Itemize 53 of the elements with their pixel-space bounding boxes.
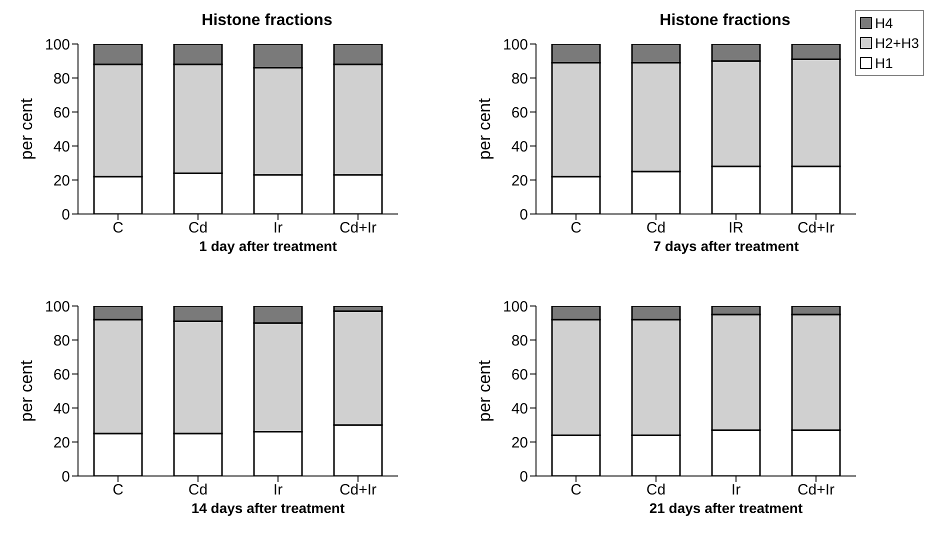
- x-tick-label: Cd+Ir: [339, 482, 377, 499]
- x-tick-label: Cd: [188, 220, 208, 237]
- x-tick-label: Cd+Ir: [797, 482, 835, 499]
- x-axis-title: 1 day after treatment: [198, 238, 338, 254]
- x-tick-label: Cd: [646, 482, 666, 499]
- y-axis-title: per cent: [475, 98, 494, 160]
- x-tick-label: Cd+Ir: [797, 220, 835, 237]
- y-tick-label: 40: [511, 400, 528, 418]
- x-tick-label: Ir: [731, 482, 741, 499]
- y-tick-label: 40: [511, 138, 528, 156]
- y-tick-label: 0: [62, 468, 70, 486]
- y-tick-label: 80: [511, 70, 528, 88]
- x-axis-title: 21 days after treatment: [648, 500, 804, 516]
- x-tick-label: IR: [728, 220, 744, 237]
- x-tick-label: C: [112, 220, 124, 237]
- y-tick-label: 100: [44, 298, 70, 316]
- y-axis-title: per cent: [475, 360, 494, 422]
- x-tick-label: Ir: [273, 220, 283, 237]
- y-tick-label: 20: [53, 434, 70, 452]
- y-axis-title: per cent: [17, 360, 36, 422]
- y-tick-label: 0: [62, 206, 70, 224]
- legend-label: H2+H3: [875, 34, 919, 53]
- x-tick-label: Cd: [188, 482, 208, 499]
- x-tick-label: C: [570, 220, 582, 237]
- y-tick-label: 40: [53, 400, 70, 418]
- x-tick-label: Cd+Ir: [339, 220, 377, 237]
- y-tick-label: 0: [520, 468, 528, 486]
- y-tick-label: 20: [511, 172, 528, 190]
- y-tick-label: 60: [511, 104, 528, 122]
- y-tick-label: 100: [44, 36, 70, 54]
- chart-title: Histone fractions: [202, 12, 332, 29]
- y-tick-label: 60: [53, 366, 70, 384]
- y-tick-label: 80: [53, 332, 70, 350]
- y-tick-label: 100: [502, 36, 528, 54]
- x-tick-label: Ir: [273, 482, 283, 499]
- legend-label: H1: [875, 54, 893, 73]
- x-axis-title: 7 days after treatment: [652, 238, 800, 254]
- y-tick-label: 60: [53, 104, 70, 122]
- legend-label: H4: [875, 14, 893, 33]
- y-tick-label: 20: [511, 434, 528, 452]
- x-axis-title: 14 days after treatment: [190, 500, 346, 516]
- y-tick-label: 0: [520, 206, 528, 224]
- y-tick-label: 80: [511, 332, 528, 350]
- x-tick-label: Cd: [646, 220, 666, 237]
- chart-title: Histone fractions: [660, 12, 790, 29]
- y-tick-label: 60: [511, 366, 528, 384]
- x-tick-label: C: [570, 482, 582, 499]
- y-tick-label: 20: [53, 172, 70, 190]
- y-axis-title: per cent: [17, 98, 36, 160]
- x-tick-label: C: [112, 482, 124, 499]
- y-tick-label: 80: [53, 70, 70, 88]
- y-tick-label: 40: [53, 138, 70, 156]
- y-tick-label: 100: [502, 298, 528, 316]
